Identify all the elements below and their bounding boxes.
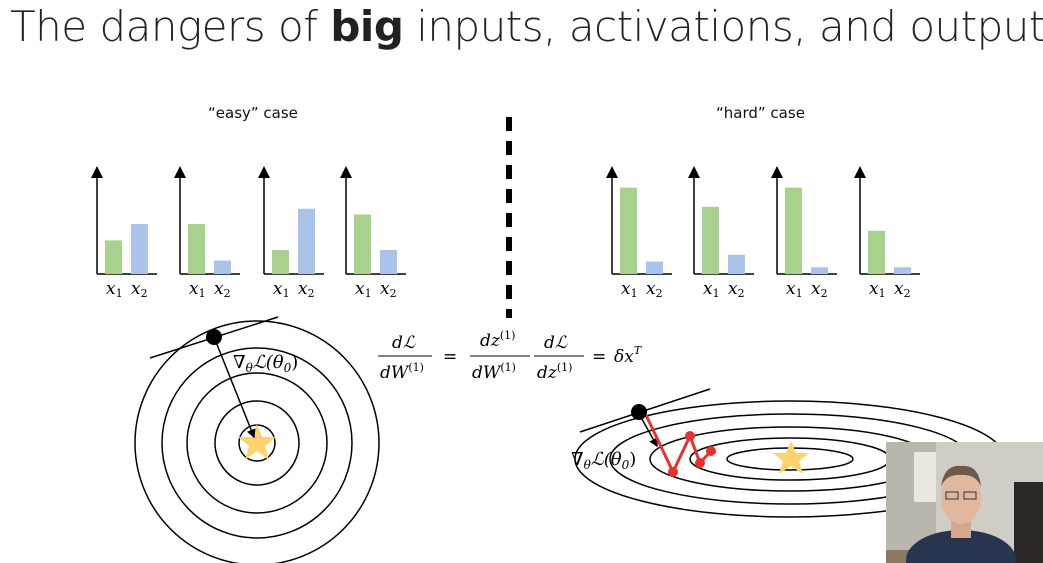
easy-chart-bar-x1 xyxy=(272,250,289,274)
backprop-equation: dℒ dW(1) = dz(1) dW(1) dℒ dz(1) = δxT xyxy=(378,329,643,383)
hard-gradient-label: ∇θℒ(θ0) xyxy=(571,449,636,472)
easy-chart-bar-x1 xyxy=(188,224,205,274)
hard-chart-bar-x2 xyxy=(894,267,911,274)
hard-chart-tick-x2: x2 xyxy=(728,279,745,300)
easy-gradient-label: ∇θℒ(θ0) xyxy=(233,352,298,375)
hard-chart-bar-x2 xyxy=(646,261,663,274)
hard-chart-tick-x1: x1 xyxy=(786,279,803,300)
easy-optimum-star-icon xyxy=(238,424,276,460)
slide-title: The dangers of big inputs, activations, … xyxy=(10,2,1043,51)
hard-start-point xyxy=(631,404,647,420)
zigzag-path-points xyxy=(668,431,716,477)
hard-case-label: “hard” case xyxy=(716,104,805,122)
easy-chart-tick-x1: x1 xyxy=(273,279,290,300)
hard-chart-tick-x1: x1 xyxy=(703,279,720,300)
bar-charts-group: x1 x2 x1 x2 x1 x2 x1 x2 x1 x2 x1 x2 x1 x2 x1 x2 xyxy=(91,166,920,300)
hard-chart-bar-x1 xyxy=(785,187,802,274)
easy-chart-bar-x2 xyxy=(131,224,148,274)
easy-loss-contours xyxy=(134,320,380,563)
hard-chart-tick-x1: x1 xyxy=(869,279,886,300)
svg-text:=: = xyxy=(443,347,457,367)
easy-chart-bar-x1 xyxy=(105,240,122,274)
hard-chart-bar-x1 xyxy=(620,187,637,274)
hard-chart-tick-x2: x2 xyxy=(894,279,911,300)
easy-chart-tick-x2: x2 xyxy=(298,279,315,300)
easy-chart-tick-x2: x2 xyxy=(380,279,397,300)
svg-text:dℒ: dℒ xyxy=(544,333,568,353)
presenter-webcam xyxy=(886,442,1043,563)
easy-chart-tick-x1: x1 xyxy=(189,279,206,300)
hard-chart-bar-x1 xyxy=(702,206,719,274)
svg-text:dW(1): dW(1) xyxy=(472,361,516,383)
easy-start-point xyxy=(206,329,222,345)
svg-text:dz(1): dz(1) xyxy=(537,361,572,383)
hard-chart-bar-x2 xyxy=(728,254,745,274)
easy-chart-tick-x1: x1 xyxy=(355,279,372,300)
hard-chart-tick-x2: x2 xyxy=(646,279,663,300)
hard-chart-bar-x1 xyxy=(868,230,885,274)
hard-chart-tick-x1: x1 xyxy=(621,279,638,300)
easy-chart-bar-x1 xyxy=(354,214,371,274)
easy-chart-tick-x2: x2 xyxy=(214,279,231,300)
svg-text:dℒ: dℒ xyxy=(392,333,416,353)
hard-optimum-star-icon xyxy=(773,441,809,474)
svg-text:dz(1): dz(1) xyxy=(480,329,515,351)
easy-case-label: “easy” case xyxy=(208,104,298,122)
svg-text:δxT: δxT xyxy=(614,344,643,367)
svg-text:dW(1): dW(1) xyxy=(380,361,424,383)
easy-chart-bar-x2 xyxy=(380,250,397,274)
svg-text:=: = xyxy=(592,347,606,367)
easy-chart-tick-x1: x1 xyxy=(106,279,123,300)
easy-chart-bar-x2 xyxy=(214,260,231,274)
easy-chart-bar-x2 xyxy=(298,208,315,274)
hard-chart-tick-x2: x2 xyxy=(811,279,828,300)
easy-chart-tick-x2: x2 xyxy=(131,279,148,300)
hard-chart-bar-x2 xyxy=(811,267,828,274)
easy-gradient-arrow xyxy=(213,336,256,439)
